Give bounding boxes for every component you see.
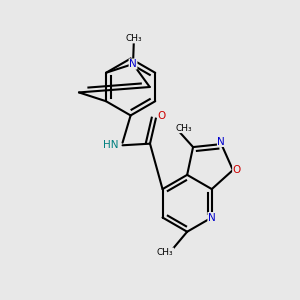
Text: CH₃: CH₃	[126, 34, 142, 43]
Text: O: O	[233, 165, 241, 175]
Text: HN: HN	[103, 140, 119, 150]
Text: N: N	[129, 59, 137, 69]
Text: O: O	[158, 111, 166, 121]
Text: N: N	[218, 136, 225, 146]
Text: CH₃: CH₃	[157, 248, 174, 257]
Text: CH₃: CH₃	[175, 124, 192, 133]
Text: N: N	[208, 212, 216, 223]
